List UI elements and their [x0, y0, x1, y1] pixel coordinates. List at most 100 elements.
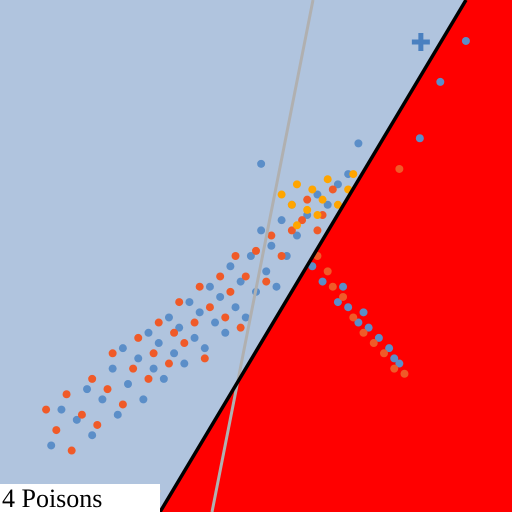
point	[292, 221, 301, 230]
point	[42, 405, 51, 414]
point	[339, 292, 348, 301]
point	[303, 205, 312, 214]
point	[313, 226, 322, 235]
point	[88, 374, 97, 383]
point	[103, 385, 112, 394]
point	[113, 410, 122, 419]
point	[134, 333, 143, 342]
point	[190, 318, 199, 327]
point	[118, 344, 127, 353]
point	[190, 333, 199, 342]
point	[380, 349, 388, 358]
point	[108, 349, 117, 358]
point	[333, 298, 342, 307]
point	[246, 252, 255, 260]
point	[318, 195, 327, 204]
point	[175, 323, 184, 332]
point	[139, 395, 148, 404]
point	[221, 328, 230, 337]
point	[144, 328, 153, 337]
label-box	[0, 484, 160, 512]
point	[170, 328, 179, 337]
point	[231, 252, 240, 260]
point	[62, 390, 71, 399]
point	[374, 333, 383, 342]
point	[436, 77, 445, 86]
point	[108, 364, 117, 373]
point	[144, 374, 153, 383]
point	[205, 282, 214, 291]
point	[129, 364, 138, 373]
point	[236, 277, 245, 286]
point	[226, 287, 235, 296]
points	[42, 32, 470, 455]
point	[231, 303, 240, 312]
point	[390, 364, 399, 373]
point	[313, 190, 322, 199]
point	[252, 246, 260, 255]
point	[313, 211, 322, 220]
point	[349, 313, 358, 322]
point	[185, 298, 194, 307]
point	[134, 354, 143, 363]
point	[180, 339, 189, 348]
point	[292, 231, 301, 240]
point	[333, 200, 342, 209]
point	[277, 216, 286, 225]
point	[124, 380, 132, 388]
point	[154, 318, 163, 327]
point	[277, 252, 286, 260]
point	[349, 170, 358, 179]
point	[47, 441, 56, 450]
point	[364, 323, 373, 332]
point	[257, 226, 266, 235]
point	[216, 292, 225, 301]
point	[226, 262, 235, 271]
point	[57, 405, 66, 414]
point	[67, 446, 76, 455]
point	[308, 262, 317, 271]
point	[287, 226, 296, 235]
point	[339, 282, 348, 291]
point	[267, 231, 276, 240]
point	[323, 200, 332, 209]
point	[83, 385, 92, 394]
point	[200, 344, 209, 353]
point	[303, 195, 312, 204]
point	[195, 308, 204, 317]
point	[241, 272, 250, 281]
point	[149, 349, 158, 358]
point	[72, 415, 81, 424]
point	[359, 328, 368, 337]
point	[395, 359, 404, 368]
point	[221, 313, 230, 322]
gray-boundary	[210, 0, 315, 512]
point	[354, 139, 363, 148]
point	[323, 175, 332, 184]
point	[328, 185, 337, 194]
point	[236, 323, 245, 332]
point	[262, 267, 271, 276]
point	[93, 420, 102, 429]
point	[298, 216, 307, 225]
point	[277, 190, 286, 199]
point	[164, 359, 173, 368]
point	[267, 241, 276, 250]
point	[98, 395, 107, 404]
point	[415, 134, 424, 143]
point	[333, 180, 342, 189]
point	[272, 282, 281, 291]
point	[385, 344, 394, 353]
point	[344, 303, 353, 312]
point	[262, 277, 271, 286]
point	[354, 318, 363, 327]
point	[180, 359, 189, 368]
point	[118, 400, 127, 409]
point	[400, 369, 409, 378]
point	[287, 200, 296, 209]
point	[154, 339, 163, 348]
point	[308, 185, 317, 194]
point	[359, 308, 368, 317]
point	[88, 431, 97, 440]
